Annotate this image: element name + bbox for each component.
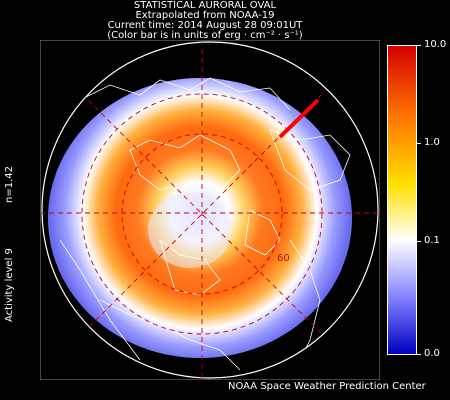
activity-level-label: Activity level 9 xyxy=(4,248,15,322)
colorbar-units-note: (Color bar is in units of erg · cm⁻² · s… xyxy=(107,30,303,41)
color-bar xyxy=(387,45,417,355)
colorbar-tick-mark xyxy=(417,45,421,46)
footer-credit: NOAA Space Weather Prediction Center xyxy=(228,381,426,392)
sun-direction-indicator xyxy=(278,98,320,139)
auroral-oval-map: 60 xyxy=(40,40,380,380)
map-title: STATISTICAL AURORAL OVAL xyxy=(133,0,277,11)
n-value-label: n=1.42 xyxy=(4,166,15,203)
colorbar-tick-mark xyxy=(417,241,421,242)
colorbar-tick-10: 10.0 xyxy=(424,39,447,50)
colorbar-tick-mark xyxy=(417,143,421,144)
polar-cap xyxy=(148,192,232,268)
latitude-label-60: 60 xyxy=(277,253,290,264)
colorbar-tick-0-1: 0.1 xyxy=(424,235,440,246)
colorbar-tick-0: 0.0 xyxy=(424,348,440,359)
data-source: Extrapolated from NOAA-19 xyxy=(135,10,275,21)
colorbar-tick-mark xyxy=(417,354,421,355)
colorbar-tick-1: 1.0 xyxy=(424,137,440,148)
current-time: Current time: 2014 August 28 09:01UT xyxy=(107,20,303,31)
